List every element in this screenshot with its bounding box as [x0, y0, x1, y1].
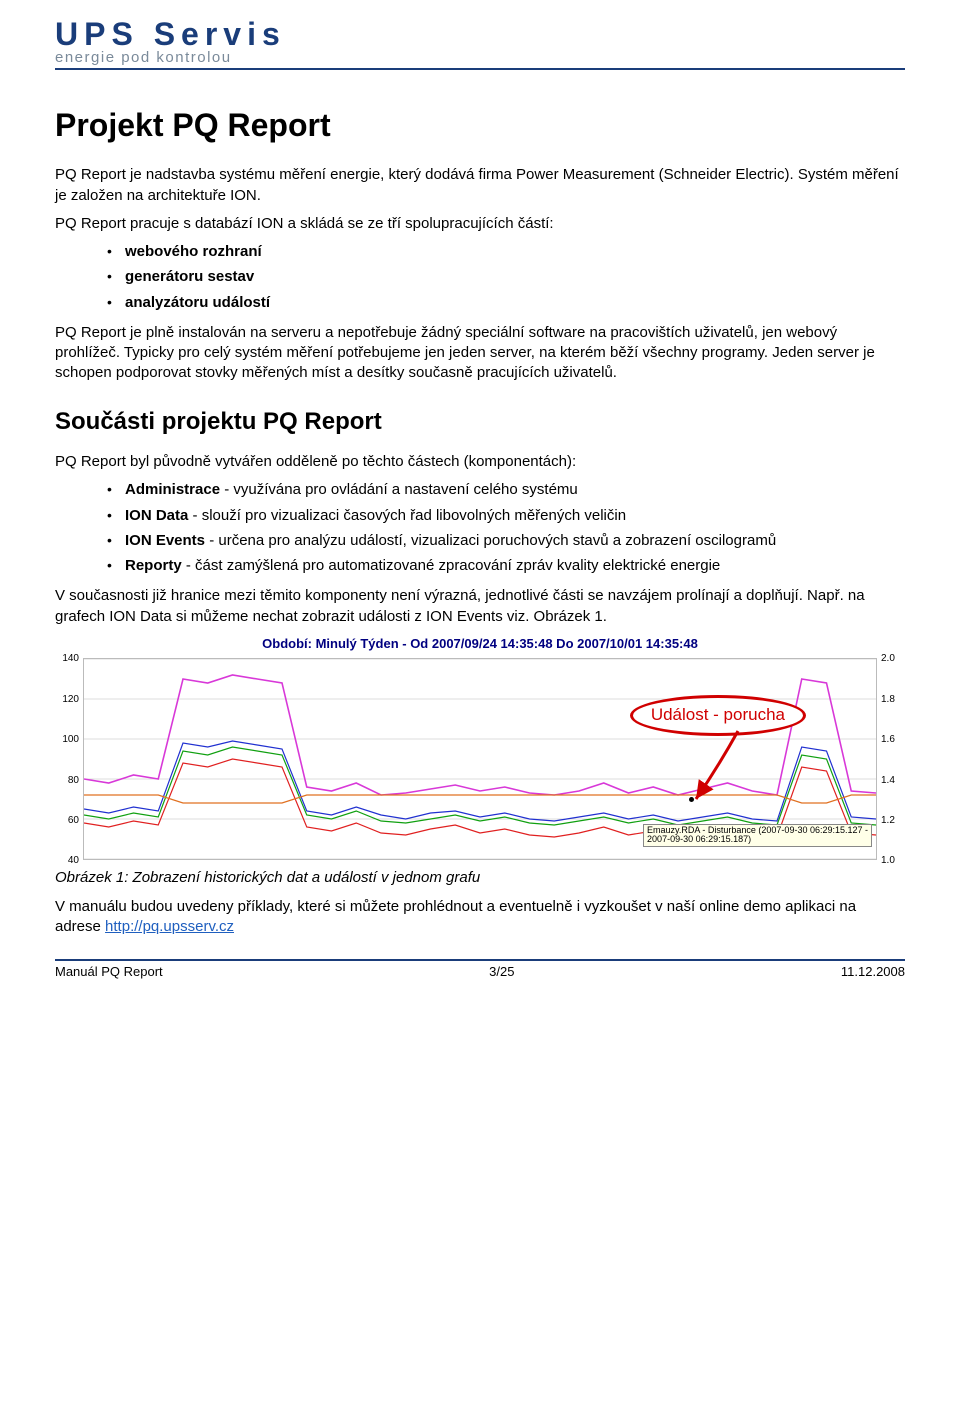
list-item: analyzátoru událostí	[107, 293, 905, 313]
parts-lead: PQ Report pracuje s databází ION a sklád…	[55, 214, 905, 234]
page-header: UPS Servis energie pod kontrolou	[55, 18, 905, 70]
list-item: Administrace - využívána pro ovládání a …	[107, 480, 905, 500]
y-tick-right: 1.2	[881, 814, 903, 828]
y-tick-right: 1.8	[881, 693, 903, 707]
chart-plot: Událost - porucha Emauzy.RDA - Disturban…	[83, 658, 877, 860]
y-tick-left: 40	[57, 854, 79, 868]
y-tick-left: 60	[57, 814, 79, 828]
list-item: generátoru sestav	[107, 267, 905, 287]
figure-caption: Obrázek 1: Zobrazení historických dat a …	[55, 868, 905, 888]
components-list: Administrace - využívána pro ovládání a …	[55, 480, 905, 576]
closing-paragraph: V manuálu budou uvedeny příklady, které …	[55, 897, 905, 938]
chart-tooltip: Emauzy.RDA - Disturbance (2007-09-30 06:…	[643, 824, 872, 848]
list-item: ION Events - určena pro analýzu událostí…	[107, 531, 905, 551]
footer-left: Manuál PQ Report	[55, 963, 163, 981]
after-parts-paragraph: PQ Report je plně instalován na serveru …	[55, 323, 905, 384]
chart-figure: Období: Minulý Týden - Od 2007/09/24 14:…	[55, 635, 905, 889]
logo-main: UPS Servis	[55, 18, 905, 50]
chart-title: Období: Minulý Týden - Od 2007/09/24 14:…	[55, 635, 905, 653]
y-tick-left: 120	[57, 693, 79, 707]
callout-arrow-icon	[688, 727, 748, 805]
intro-paragraph: PQ Report je nadstavba systému měření en…	[55, 165, 905, 206]
footer-center: 3/25	[489, 963, 514, 981]
components-lead: PQ Report byl původně vytvářen odděleně …	[55, 452, 905, 472]
logo-sub: energie pod kontrolou	[55, 48, 905, 68]
after-components-paragraph: V současnosti již hranice mezi těmito ko…	[55, 586, 905, 627]
y-tick-right: 2.0	[881, 652, 903, 666]
chart-area: Událost - porucha Emauzy.RDA - Disturban…	[55, 654, 905, 864]
page-title: Projekt PQ Report	[55, 104, 905, 147]
y-tick-left: 140	[57, 652, 79, 666]
y-tick-left: 100	[57, 733, 79, 747]
y-tick-right: 1.4	[881, 774, 903, 788]
section-title: Součásti projektu PQ Report	[55, 406, 905, 438]
page-footer: Manuál PQ Report 3/25 11.12.2008	[55, 959, 905, 981]
demo-link[interactable]: http://pq.upsserv.cz	[105, 918, 234, 935]
footer-right: 11.12.2008	[841, 963, 905, 981]
parts-list: webového rozhraní generátoru sestav anal…	[55, 242, 905, 313]
y-tick-left: 80	[57, 774, 79, 788]
list-item: ION Data - slouží pro vizualizaci časový…	[107, 506, 905, 526]
list-item: Reporty - část zamýšlená pro automatizov…	[107, 556, 905, 576]
list-item: webového rozhraní	[107, 242, 905, 262]
y-tick-right: 1.0	[881, 854, 903, 868]
y-tick-right: 1.6	[881, 733, 903, 747]
